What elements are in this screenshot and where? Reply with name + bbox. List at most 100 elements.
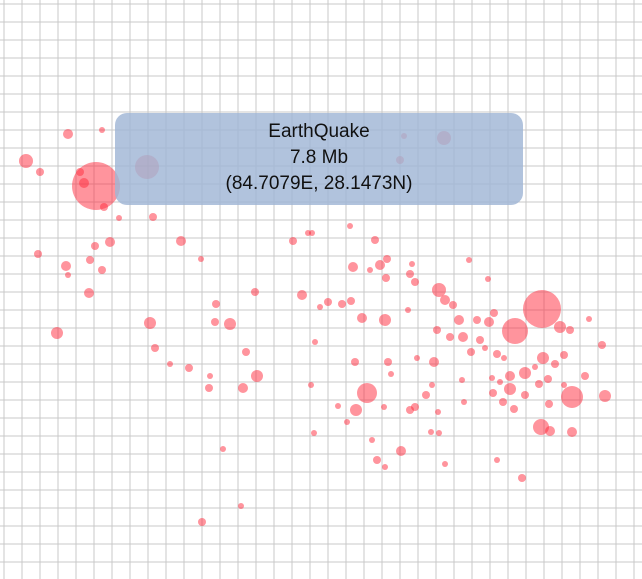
earthquake-marker[interactable] [454,315,464,325]
earthquake-marker[interactable] [532,364,538,370]
earthquake-marker[interactable] [371,236,379,244]
earthquake-marker[interactable] [396,446,406,456]
earthquake-marker[interactable] [405,307,411,313]
earthquake-marker[interactable] [151,344,159,352]
earthquake-marker[interactable] [432,283,446,297]
earthquake-marker[interactable] [406,406,414,414]
earthquake-marker[interactable] [99,127,105,133]
earthquake-marker[interactable] [100,203,108,211]
earthquake-marker[interactable] [309,230,315,236]
earthquake-marker[interactable] [98,266,106,274]
earthquake-marker[interactable] [198,518,206,526]
earthquake-marker[interactable] [63,129,73,139]
earthquake-marker[interactable] [482,345,488,351]
earthquake-marker[interactable] [599,390,611,402]
earthquake-marker[interactable] [493,350,501,358]
earthquake-marker[interactable] [379,314,391,326]
earthquake-marker[interactable] [535,380,543,388]
earthquake-marker[interactable] [65,272,71,278]
earthquake-marker[interactable] [545,400,553,408]
earthquake-marker[interactable] [489,375,495,381]
earthquake-marker[interactable] [76,168,84,176]
earthquake-marker[interactable] [494,457,500,463]
earthquake-marker[interactable] [473,316,481,324]
earthquake-marker[interactable] [19,154,33,168]
earthquake-marker[interactable] [72,162,120,210]
earthquake-marker[interactable] [409,261,415,267]
earthquake-marker[interactable] [324,298,332,306]
earthquake-marker[interactable] [347,223,353,229]
earthquake-marker[interactable] [369,437,375,443]
earthquake-marker[interactable] [561,382,567,388]
earthquake-marker[interactable] [440,295,450,305]
earthquake-marker[interactable] [519,367,531,379]
earthquake-marker[interactable] [367,267,373,273]
earthquake-marker[interactable] [347,297,355,305]
earthquake-marker[interactable] [242,348,250,356]
earthquake-marker[interactable] [446,333,454,341]
earthquake-marker[interactable] [338,300,346,308]
earthquake-marker[interactable] [436,430,442,436]
earthquake-marker[interactable] [357,383,377,403]
earthquake-marker[interactable] [205,384,213,392]
earthquake-marker[interactable] [224,318,236,330]
earthquake-marker[interactable] [598,341,606,349]
earthquake-marker[interactable] [144,317,156,329]
earthquake-marker[interactable] [429,357,439,367]
earthquake-marker[interactable] [566,326,574,334]
earthquake-markers[interactable] [19,127,611,526]
earthquake-marker[interactable] [51,327,63,339]
earthquake-marker[interactable] [414,355,420,361]
earthquake-marker[interactable] [220,446,226,452]
earthquake-marker[interactable] [537,352,549,364]
earthquake-marker[interactable] [485,276,491,282]
earthquake-marker[interactable] [335,403,341,409]
earthquake-marker[interactable] [384,358,392,366]
earthquake-marker[interactable] [198,256,204,262]
earthquake-marker[interactable] [167,361,173,367]
earthquake-marker[interactable] [461,399,467,405]
earthquake-marker[interactable] [458,332,468,342]
earthquake-marker[interactable] [411,278,419,286]
earthquake-marker[interactable] [422,391,430,399]
earthquake-marker[interactable] [459,377,465,383]
earthquake-marker[interactable] [567,427,577,437]
earthquake-marker[interactable] [545,426,555,436]
earthquake-marker[interactable] [211,318,219,326]
earthquake-marker[interactable] [551,360,559,368]
earthquake-marker[interactable] [504,383,516,395]
earthquake-marker[interactable] [84,288,94,298]
earthquake-marker[interactable] [489,389,497,397]
earthquake-marker[interactable] [523,290,561,328]
earthquake-marker[interactable] [490,309,498,317]
earthquake-marker[interactable] [34,250,42,258]
earthquake-marker[interactable] [497,379,503,385]
earthquake-marker[interactable] [428,429,434,435]
earthquake-marker[interactable] [382,464,388,470]
earthquake-marker[interactable] [388,371,394,377]
earthquake-marker[interactable] [581,372,589,380]
earthquake-marker[interactable] [251,370,263,382]
earthquake-marker[interactable] [435,409,441,415]
earthquake-marker[interactable] [86,256,94,264]
earthquake-marker[interactable] [467,348,475,356]
earthquake-marker[interactable] [238,383,248,393]
earthquake-marker[interactable] [116,215,122,221]
earthquake-marker[interactable] [518,474,526,482]
earthquake-marker[interactable] [554,321,566,333]
earthquake-marker[interactable] [381,404,387,410]
earthquake-marker[interactable] [484,317,494,327]
earthquake-marker[interactable] [36,168,44,176]
earthquake-marker[interactable] [312,339,318,345]
earthquake-marker[interactable] [433,326,441,334]
earthquake-marker[interactable] [251,288,259,296]
earthquake-marker[interactable] [501,355,507,361]
earthquake-marker[interactable] [505,371,515,381]
earthquake-marker[interactable] [449,301,457,309]
earthquake-marker[interactable] [561,386,583,408]
earthquake-marker[interactable] [289,237,297,245]
earthquake-marker[interactable] [317,304,323,310]
earthquake-marker[interactable] [383,255,391,263]
earthquake-marker[interactable] [61,261,71,271]
